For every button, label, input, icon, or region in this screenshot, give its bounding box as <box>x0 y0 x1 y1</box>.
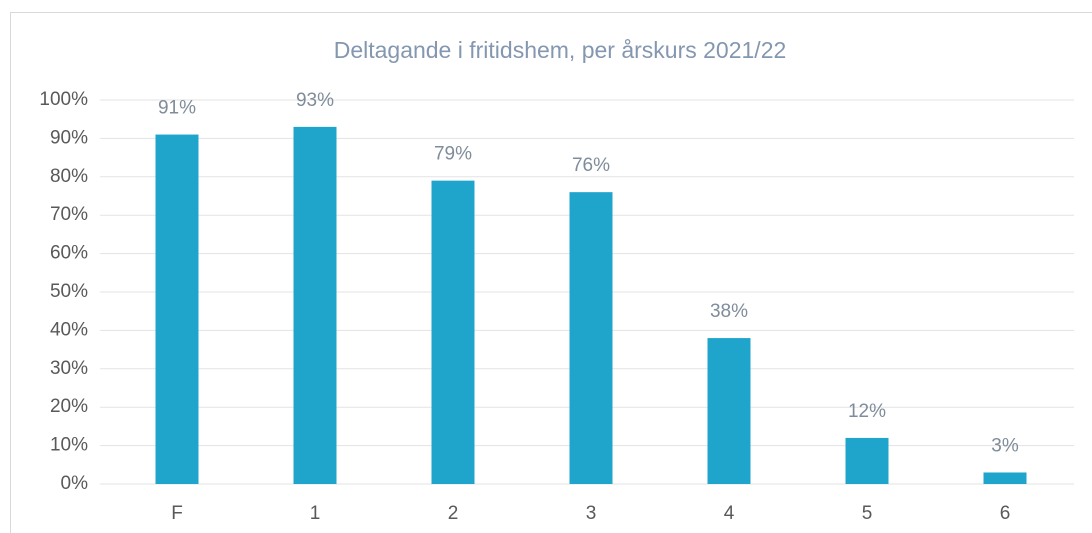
x-tick-label: 2 <box>448 503 459 524</box>
data-label: 12% <box>848 401 886 422</box>
x-tick-label: 6 <box>1000 503 1011 524</box>
bar <box>983 472 1027 484</box>
bar <box>569 192 613 484</box>
y-tick-label: 40% <box>50 319 88 340</box>
bar <box>431 180 475 484</box>
y-tick-label: 50% <box>50 281 88 302</box>
y-tick-label: 100% <box>39 89 88 110</box>
bar <box>155 134 199 484</box>
y-tick-label: 70% <box>50 204 88 225</box>
y-tick-label: 90% <box>50 127 88 148</box>
x-tick-label: 5 <box>862 503 873 524</box>
data-label: 79% <box>434 144 472 165</box>
y-tick-label: 60% <box>50 243 88 264</box>
bar <box>707 338 751 484</box>
y-tick-label: 20% <box>50 396 88 417</box>
data-label: 91% <box>158 98 196 119</box>
x-tick-label: 1 <box>310 503 321 524</box>
y-tick-label: 0% <box>61 473 89 494</box>
data-label: 93% <box>296 90 334 111</box>
x-tick-label: F <box>171 503 183 524</box>
x-tick-label: 4 <box>724 503 735 524</box>
bar <box>845 437 889 484</box>
data-label: 38% <box>710 301 748 322</box>
y-tick-label: 10% <box>50 435 88 456</box>
x-tick-label: 3 <box>586 503 597 524</box>
data-label: 76% <box>572 155 610 176</box>
y-tick-label: 80% <box>50 166 88 187</box>
chart-title: Deltagande i fritidshem, per årskurs 202… <box>334 37 787 63</box>
y-tick-label: 30% <box>50 358 88 379</box>
bar <box>293 126 337 484</box>
data-label: 3% <box>991 435 1019 456</box>
